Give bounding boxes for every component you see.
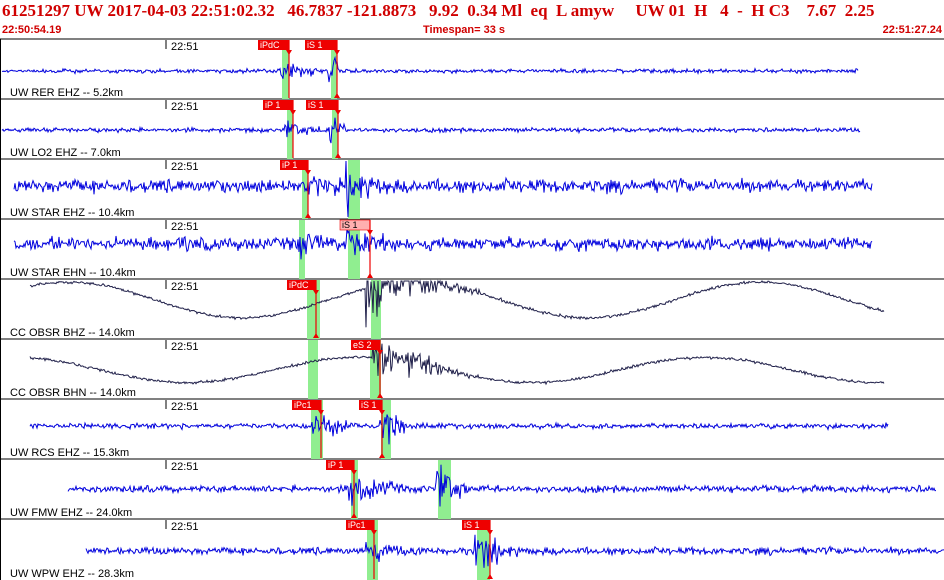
pick-flag[interactable] [287,280,316,290]
s-window-band[interactable] [332,100,338,159]
pick-triangle-bottom [367,273,373,278]
s-window-band[interactable] [331,40,337,99]
p-window-band[interactable] [307,280,320,339]
event-header: 61251297 UW 2017-04-03 22:51:02.32 46.78… [0,0,944,40]
pick-triangle-bottom [313,333,319,338]
pick-flag[interactable] [263,100,293,110]
station-label: UW STAR EHN -- 10.4km [10,267,136,279]
waveform-trace[interactable] [85,534,944,568]
station-label: UW LO2 EHZ -- 7.0km [10,147,121,159]
waveform-trace[interactable] [1,117,861,144]
station-label: UW RER EHZ -- 5.2km [10,87,123,99]
pick-triangle-bottom [335,153,341,158]
pick-label: iPdC [260,40,280,50]
pick-label: iS 1 [464,520,480,530]
pick-flag[interactable] [462,520,490,530]
end-time: 22:51:27.24 [882,24,942,36]
pick-label: iS 1 [361,400,377,410]
pick-triangle-top [379,410,385,415]
pick-triangle-top [377,350,383,355]
pick-triangle-top [351,470,357,475]
waveform-trace[interactable] [1,55,859,83]
pick-flag[interactable] [346,520,374,530]
pick-triangle-top [371,530,377,535]
p-window-band[interactable] [367,520,378,580]
pick-label: iPc1 [348,520,366,530]
minute-tick-label: 22:51 [171,401,199,413]
pick-flag[interactable] [292,400,321,410]
pick-triangle-top [313,290,319,295]
event-summary-line: 61251297 UW 2017-04-03 22:51:02.32 46.78… [2,1,875,20]
minute-tick-label: 22:51 [171,461,199,473]
trace-row[interactable]: 22:51 UW STAR EHN -- 10.4km iS 1 [0,219,944,280]
minute-tick-label: 22:51 [171,521,199,533]
trace-row[interactable]: 22:51 CC OBSR BHN -- 14.0km eS 2 [0,339,944,400]
trace-row[interactable]: 22:51 UW STAR EHZ -- 10.4km iP 1 [0,159,944,220]
pick-label: iP 1 [282,160,297,170]
pick-flag[interactable] [351,340,380,350]
minute-tick-label: 22:51 [171,41,199,53]
pick-triangle-bottom [377,393,383,398]
pick-triangle-bottom [379,453,385,458]
waveform-trace[interactable] [29,414,889,445]
station-label: CC OBSR BHN -- 14.0km [10,387,136,399]
trace-row[interactable]: 22:51 CC OBSR BHZ -- 14.0km iPdC [0,279,944,340]
waveform-trace[interactable] [29,342,885,386]
pick-triangle-bottom [334,93,340,98]
trace-row[interactable]: 22:51 UW RCS EHZ -- 15.3km iPc1 iS 1 [0,399,944,460]
pick-flag[interactable] [359,400,382,410]
pick-triangle-top [367,230,373,235]
minute-tick-label: 22:51 [171,101,199,113]
waveform-trace[interactable] [29,279,885,328]
pick-triangle-top [334,50,340,55]
s-window-band[interactable] [381,400,391,459]
trace-row[interactable]: 22:51 UW WPW EHZ -- 28.3km iPc1 iS 1 [0,519,944,580]
minute-tick-label: 22:51 [171,221,199,233]
pick-flag[interactable] [280,160,308,170]
minute-tick-label: 22:51 [171,341,199,353]
pick-triangle-bottom [305,213,311,218]
pick-flag[interactable] [305,40,337,50]
s-window-band[interactable] [477,520,490,580]
pick-label: iS 1 [308,100,324,110]
station-label: UW STAR EHZ -- 10.4km [10,207,134,219]
waveform-trace[interactable] [13,160,873,218]
station-label: CC OBSR BHZ -- 14.0km [10,327,135,339]
p-window-band[interactable] [308,340,318,399]
p-window-band[interactable] [311,400,323,459]
trace-row[interactable]: 22:51 UW RER EHZ -- 5.2km iPdC iS 1 [0,39,944,100]
pick-triangle-bottom [351,513,357,518]
pick-triangle-top [305,170,311,175]
trace-row[interactable]: 22:51 UW LO2 EHZ -- 7.0km iP 1 iS 1 [0,99,944,160]
station-label: UW WPW EHZ -- 28.3km [10,568,134,580]
station-label: UW RCS EHZ -- 15.3km [10,447,129,459]
waveform-trace[interactable] [67,464,936,507]
pick-triangle-top [286,50,292,55]
pick-triangle-top [290,110,296,115]
trace-row[interactable]: 22:51 UW FMW EHZ -- 24.0km iP 1 [0,459,944,520]
pick-flag[interactable] [306,100,338,110]
waveform-trace[interactable] [13,228,873,260]
pick-triangle-top [318,410,324,415]
pick-flag[interactable] [326,460,354,470]
pick-flag[interactable] [258,40,289,50]
pick-triangle-bottom [487,574,493,579]
pick-label: iS 1 [342,220,358,230]
pick-triangle-top [335,110,341,115]
s-window-band[interactable] [371,280,381,339]
minute-tick-label: 22:51 [171,281,199,293]
s-window-band[interactable] [370,340,381,399]
station-label: UW FMW EHZ -- 24.0km [10,507,132,519]
timespan-label: Timespan= 33 s [423,24,506,36]
pick-label: iP 1 [328,460,343,470]
pick-label: eS 2 [353,340,372,350]
pick-label: iPc1 [294,400,312,410]
start-time: 22:50:54.19 [2,24,62,36]
pick-label: iS 1 [307,40,323,50]
pick-label: iPdC [289,280,309,290]
pick-triangle-top [487,530,493,535]
minute-tick-label: 22:51 [171,161,199,173]
pick-label: iP 1 [265,100,280,110]
